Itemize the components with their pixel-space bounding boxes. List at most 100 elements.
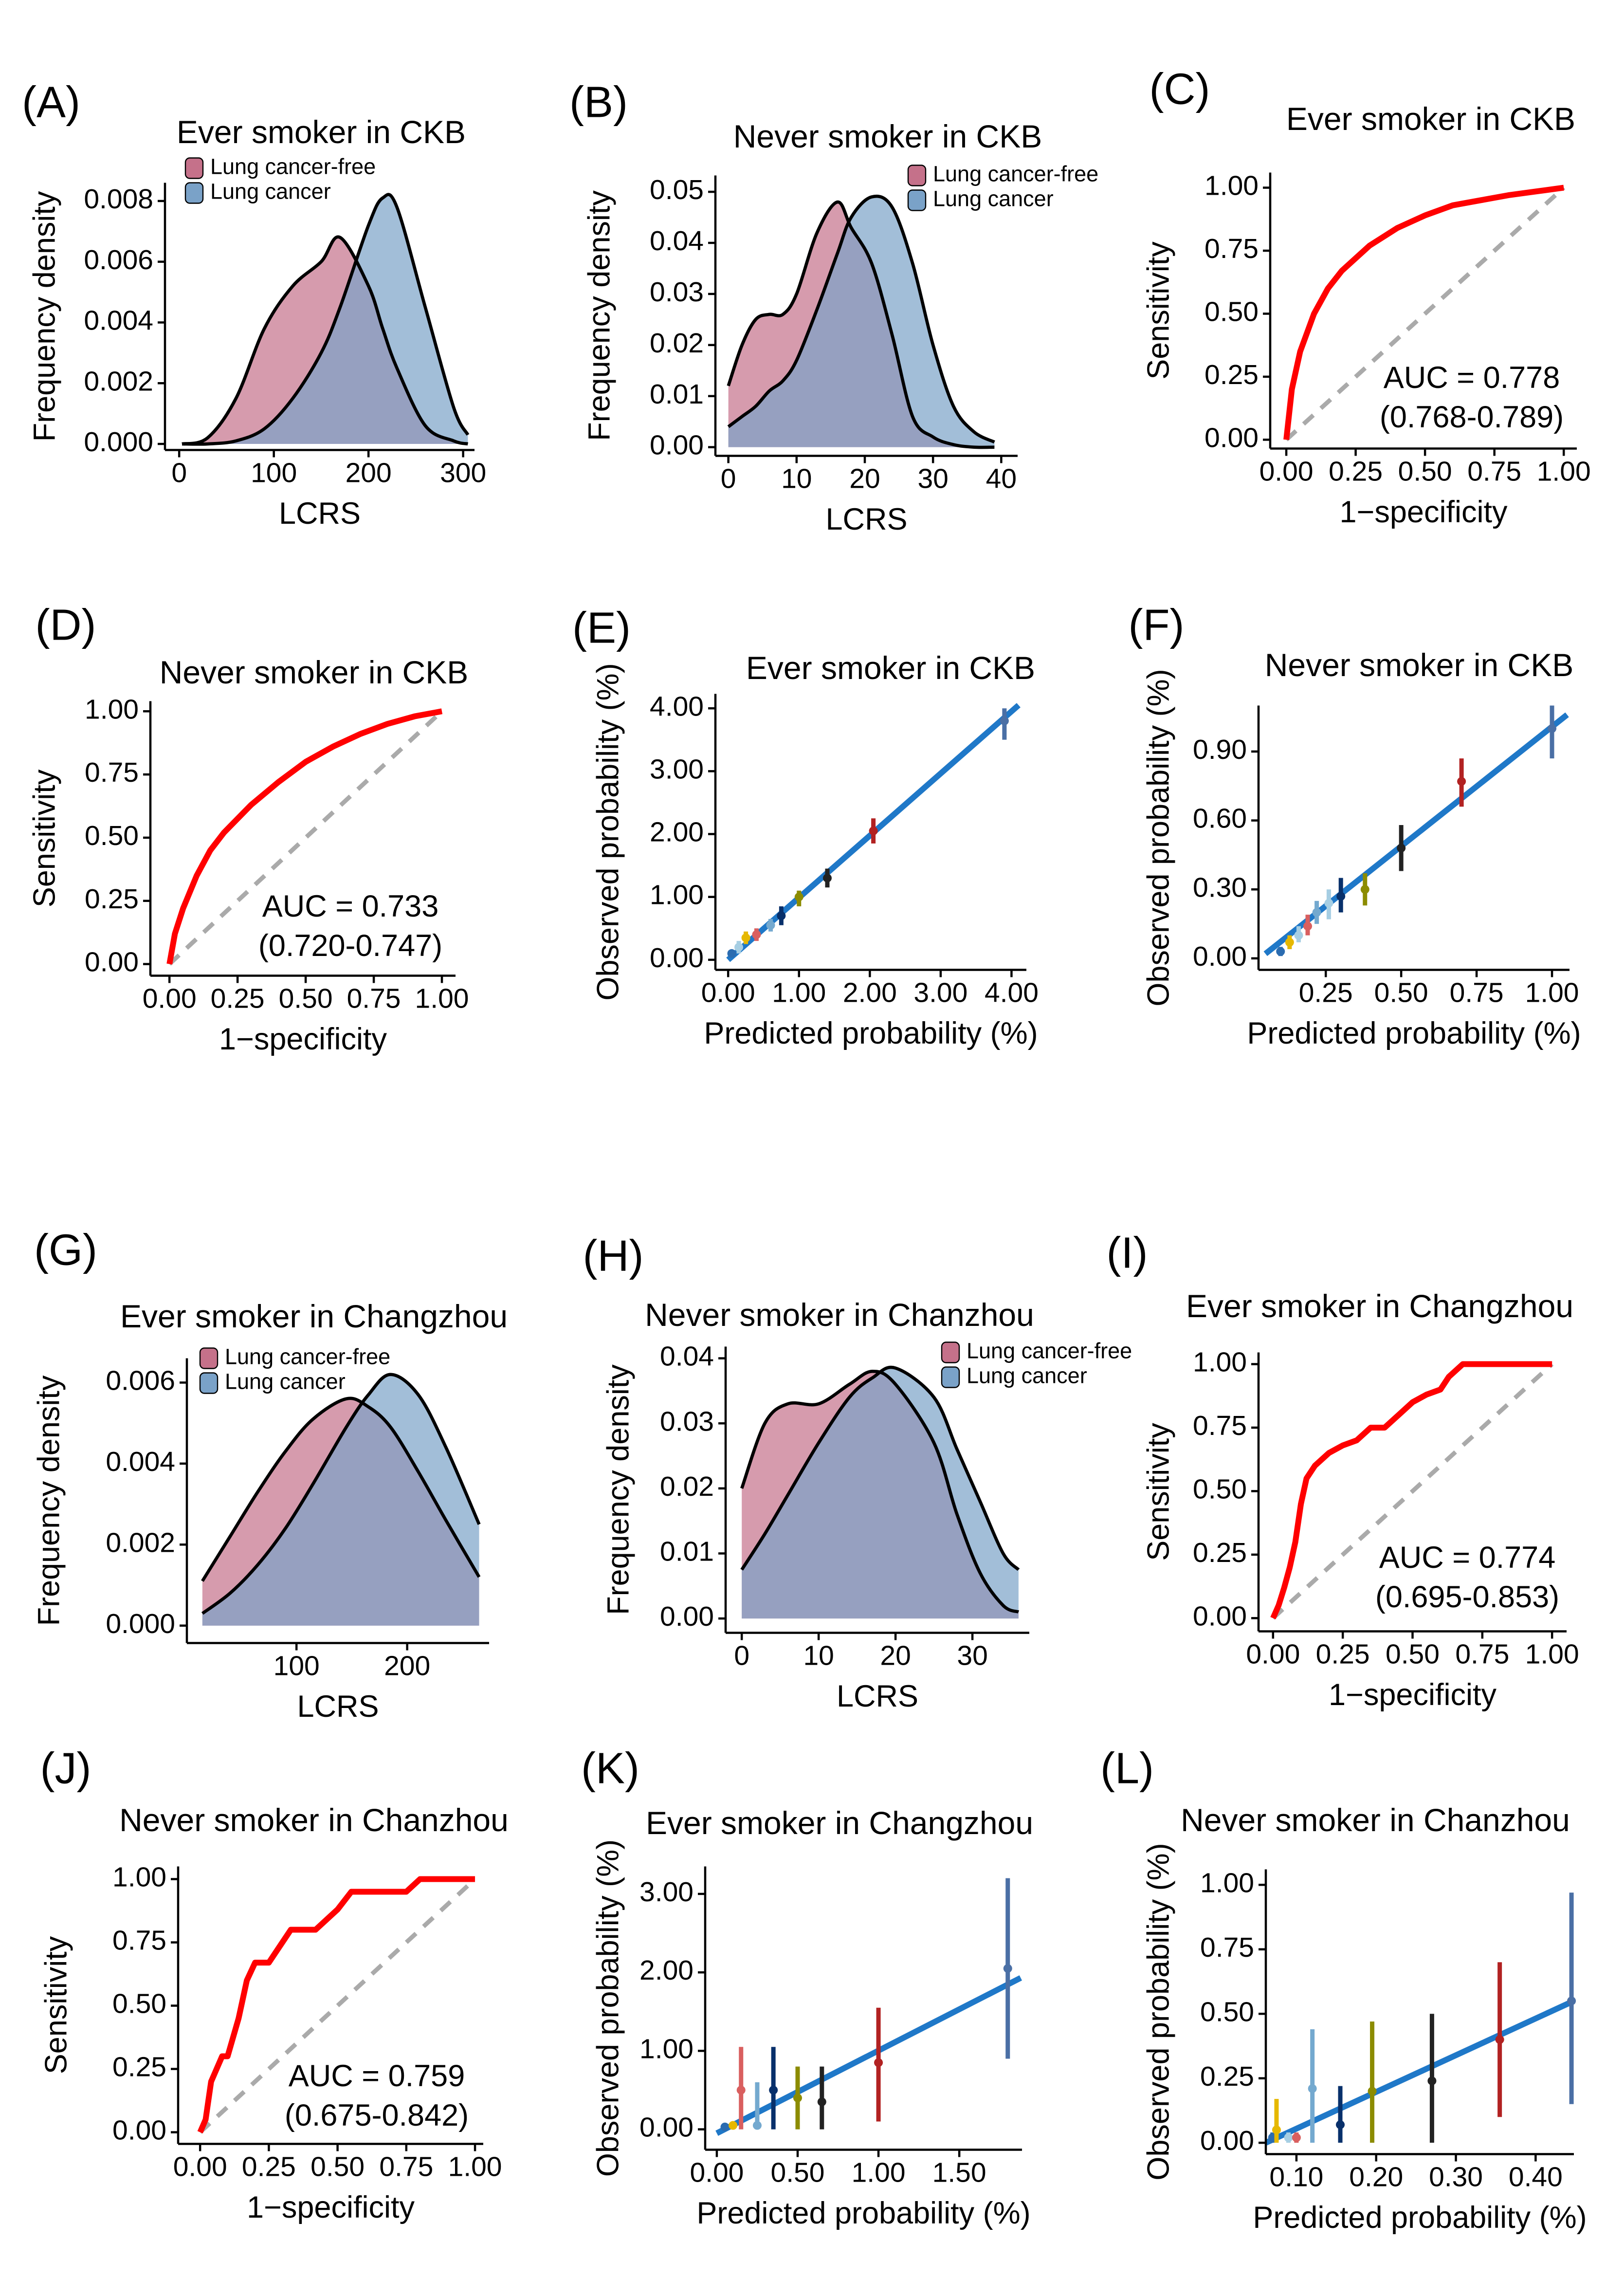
y-tick-label: 0.03 (650, 276, 704, 308)
x-tick-label: 0.25 (1299, 977, 1353, 1009)
panel: (J) Never smoker in Chanzhou 1−specificity… (39, 1744, 509, 2224)
y-tick-label: 1.00 (85, 694, 139, 725)
legend-swatch (941, 1366, 960, 1388)
x-tick-label: 3.00 (913, 977, 967, 1009)
panel-label: (G) (34, 1226, 97, 1274)
calibration-point (1397, 844, 1406, 853)
x-tick-label: 0 (721, 463, 736, 495)
y-tick-label: 0.000 (84, 426, 153, 458)
panel-title: Ever smoker in Changzhou (120, 1298, 508, 1334)
x-tick-label: 0.00 (701, 977, 755, 1009)
y-tick-label: 4.00 (650, 691, 704, 722)
x-tick-label: 1.50 (932, 2157, 986, 2188)
panel-title: Never smoker in CKB (1265, 647, 1574, 683)
roc-curve (166, 708, 443, 965)
x-tick-label: 0.75 (1467, 456, 1521, 487)
y-tick-label: 0.006 (106, 1365, 175, 1396)
legend-label: Lung cancer (967, 1363, 1087, 1388)
panel-label: (F) (1129, 601, 1185, 649)
y-axis-label: Observed probability (%) (1142, 1843, 1176, 2180)
x-tick-label: 0.00 (690, 2157, 744, 2188)
x-tick-label: 40 (986, 463, 1017, 495)
y-axis-label: Observed probability (%) (591, 1839, 625, 2177)
y-tick-label: 2.00 (639, 1955, 694, 1986)
density-line (201, 1396, 481, 1582)
panel-title: Ever smoker in Changzhou (1186, 1288, 1573, 1324)
y-tick-label: 0.00 (1200, 2125, 1254, 2156)
y-tick-label: 0.75 (112, 1925, 166, 1956)
panel: (K)Ever smoker in Changzhou Predicted pro… (581, 1744, 1033, 2230)
x-tick-label: 0 (734, 1640, 749, 1671)
calibration-point (736, 2085, 746, 2094)
calibration-point (734, 943, 744, 952)
calibration-point (822, 873, 832, 882)
density-line (740, 1369, 1020, 1614)
legend-label: Lung cancer (933, 186, 1054, 211)
panel: (A) Ever smoker in CKB LCRS Frequency densi… (22, 78, 486, 531)
x-tick-label: 1.00 (1525, 1639, 1579, 1670)
y-tick-label: 3.00 (650, 753, 704, 785)
x-tick-label: 0.50 (279, 983, 333, 1014)
x-tick-label: 0.00 (173, 2151, 227, 2183)
y-tick-label: 0.00 (650, 430, 704, 461)
density-line (740, 1365, 1020, 1571)
panel: (C) Ever smoker in CKB 1−specificity Sensit… (1142, 65, 1591, 529)
x-axis-label: 1−specificity (1340, 495, 1508, 529)
y-tick-label: 0.002 (84, 366, 153, 397)
calibration-point (1312, 908, 1321, 917)
panel-title: Ever smoker in CKB (177, 114, 466, 150)
y-tick-label: 0.50 (112, 1988, 166, 2020)
y-tick-label: 2.00 (650, 817, 704, 848)
calibration-point (729, 2121, 738, 2130)
legend-label: Lung cancer-free (967, 1338, 1132, 1363)
y-tick-label: 0.25 (1193, 1537, 1247, 1568)
density-line (182, 235, 469, 446)
x-tick-label: 0 (171, 458, 187, 489)
calibration-point (1324, 899, 1333, 908)
x-tick-label: 0.50 (1398, 456, 1452, 487)
calibration-point (1457, 777, 1466, 786)
roc-curve (1283, 184, 1565, 441)
y-tick-label: 0.50 (85, 820, 139, 851)
auc-annotation: (0.675-0.842) (285, 2098, 469, 2132)
auc-annotation: AUC = 0.778 (1384, 361, 1560, 395)
panel-label: (J) (40, 1744, 91, 1793)
auc-annotation: AUC = 0.774 (1379, 1541, 1555, 1575)
legend-label: Lung cancer (225, 1369, 346, 1394)
calibration-point (794, 892, 803, 901)
y-tick-label: 0.25 (1200, 2061, 1254, 2092)
calibration-point (874, 2058, 883, 2067)
y-tick-label: 0.25 (112, 2052, 166, 2083)
reference-diagonal (1285, 186, 1566, 441)
y-tick-label: 0.05 (650, 174, 704, 205)
auc-annotation: (0.720-0.747) (258, 929, 442, 963)
panel: (G) Ever smoker in Changzhou LCRS Frequency… (32, 1226, 508, 1724)
panel: (B) Never smoker in CKB LCRS Frequency dens… (569, 78, 1098, 536)
calibration-point (766, 920, 775, 930)
y-tick-label: 0.00 (1193, 1600, 1247, 1632)
panel-label: (B) (569, 78, 628, 127)
x-tick-label: 0.40 (1509, 2162, 1563, 2193)
calibration-point (741, 933, 750, 942)
y-tick-label: 3.00 (639, 1876, 694, 1908)
x-tick-label: 1.00 (1537, 456, 1591, 487)
y-tick-label: 0.01 (650, 379, 704, 410)
calibration-point (720, 2122, 730, 2131)
calibration-point (1548, 724, 1557, 733)
auc-annotation: AUC = 0.759 (289, 2059, 465, 2093)
y-tick-label: 0.75 (1204, 233, 1259, 264)
y-tick-label: 0.01 (660, 1536, 714, 1567)
x-tick-label: 1.00 (415, 983, 469, 1014)
x-tick-label: 10 (803, 1640, 834, 1671)
y-tick-label: 0.75 (1193, 1410, 1247, 1441)
y-tick-label: 0.004 (84, 305, 153, 336)
x-tick-label: 200 (384, 1651, 430, 1682)
y-tick-label: 0.50 (1193, 1473, 1247, 1505)
calibration-point (1285, 937, 1294, 947)
y-tick-label: 0.25 (85, 883, 139, 915)
y-tick-label: 0.00 (650, 942, 704, 974)
reference-diagonal (199, 1877, 477, 2134)
calibration-point (1308, 2084, 1317, 2093)
calibration-point (1360, 885, 1369, 894)
panel: (D) Never smoker in CKB 1−specificity Sensi… (28, 601, 469, 1056)
